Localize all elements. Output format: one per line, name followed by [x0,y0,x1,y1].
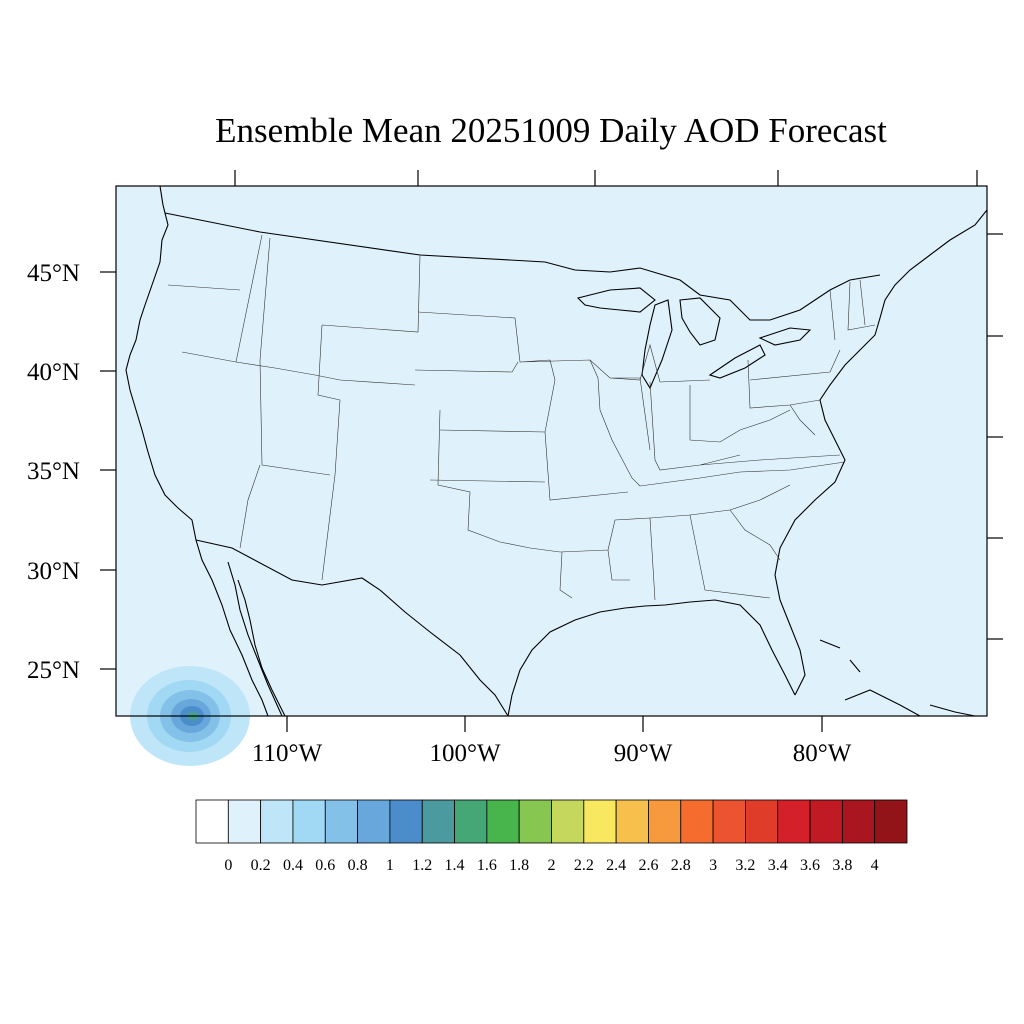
colorbar-swatch [195,799,229,844]
baja-coastline [227,561,283,717]
lat-label: 30°N [27,558,80,585]
colorbar-labels: 0 0.2 0.4 0.6 0.8 1 1.2 1.4 1.6 1.8 2 2.2 2.4 2.6 2.8 3… [224,857,878,874]
latitude-labels: 45°N 40°N 35°N 30°N 25°N [27,260,80,684]
lat-label: 35°N [27,458,80,485]
lon-label: 90°W [614,740,673,767]
colorbar-label: 2.6 [638,857,658,874]
colorbar-label: 0.6 [315,857,335,874]
colorbar-label: 0 [224,857,232,874]
lat-label: 45°N [27,260,80,287]
colorbar-swatch [260,799,294,844]
colorbar-swatch [809,799,843,844]
colorbar-swatch [680,799,714,844]
colorbar-label: 1 [386,857,394,874]
colorbar-label: 0.8 [348,857,368,874]
lat-label: 40°N [27,359,80,386]
east-coastline [774,209,988,696]
mexico-border [195,539,509,717]
lon-label: 80°W [793,740,852,767]
west-coastline [125,185,269,717]
colorbar-label: 2.4 [606,857,626,874]
map-background [116,186,987,716]
colorbar-swatch [292,799,326,844]
lat-label: 25°N [27,657,80,684]
colorbar-swatch [486,799,520,844]
colorbar-swatch [227,799,262,844]
colorbar-label: 3.4 [768,857,788,874]
colorbar-swatch [357,799,391,844]
lon-label: 100°W [429,740,500,767]
colorbar-label: 3.8 [832,857,852,874]
colorbar-label: 2.2 [574,857,594,874]
colorbar-label: 1.2 [412,857,432,874]
colorbar-swatch [454,799,488,844]
colorbar-label: 4 [871,857,879,874]
colorbar [195,799,908,844]
map-frame [115,185,988,717]
figure-title: Ensemble Mean 20251009 Daily AOD Forecas… [215,111,887,150]
lon-label: 110°W [252,740,323,767]
longitude-labels: 110°W 100°W 90°W 80°W [252,740,852,767]
colorbar-label: 0.4 [283,857,303,874]
state-lines [167,234,876,601]
colorbar-label: 0.2 [251,857,271,874]
great-lakes [576,287,812,390]
colorbar-swatch [712,799,746,844]
gulf-coastline [507,599,796,717]
colorbar-label: 1.8 [509,857,529,874]
colorbar-label: 1.4 [445,857,465,874]
colorbar-swatch [421,799,455,844]
colorbar-swatch [745,799,779,844]
colorbar-swatch [324,799,358,844]
colorbar-label: 1.6 [477,857,497,874]
colorbar-swatch [551,799,585,844]
colorbar-label: 3.6 [800,857,820,874]
colorbar-label: 2.8 [671,857,691,874]
colorbar-swatch [648,799,682,844]
colorbar-label: 3 [709,857,717,874]
colorbar-swatch [389,799,423,844]
colorbar-swatch [841,799,876,844]
colorbar-swatch [615,799,649,844]
colorbar-swatch [583,799,617,844]
colorbar-swatch [777,799,811,844]
map-boundaries [125,185,988,717]
colorbar-swatch [874,799,908,844]
map-ticks [100,170,1003,732]
canada-border [164,212,881,321]
map-panel [115,185,988,766]
colorbar-swatch [518,799,552,844]
colorbar-label: 2 [548,857,556,874]
colorbar-label: 3.2 [735,857,755,874]
